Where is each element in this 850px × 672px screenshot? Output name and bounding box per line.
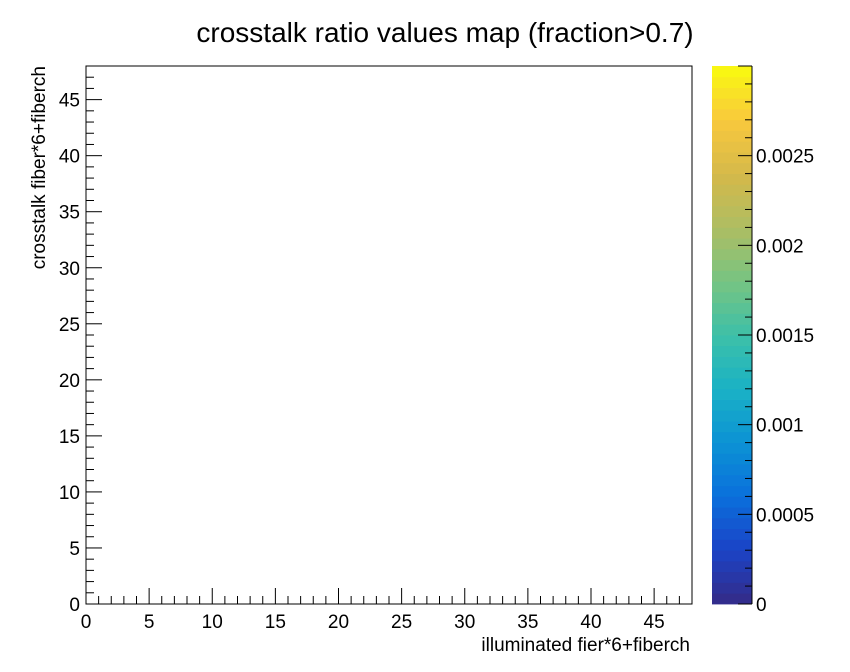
x-tick-label: 15	[265, 612, 286, 633]
color-scale-tick-label: 0.0015	[756, 326, 814, 347]
color-scale-step	[712, 162, 752, 174]
color-scale-step	[712, 517, 752, 530]
color-scale-step	[712, 378, 752, 390]
y-tick-label: 15	[59, 427, 80, 448]
color-scale-step	[712, 173, 752, 185]
color-scale-tick-label: 0.002	[756, 236, 804, 257]
y-axis: 0 5 10 15 20 25 30 35 40 45	[59, 65, 102, 616]
color-scale-tick-label: 0.0025	[756, 147, 814, 168]
color-scale-step	[712, 184, 752, 196]
y-tick-label: 25	[59, 315, 80, 336]
color-scale-step	[712, 195, 752, 207]
color-scale-step	[712, 227, 752, 239]
y-tick-label: 0	[69, 595, 80, 616]
x-tick-label: 45	[644, 612, 665, 633]
color-scale-step	[712, 238, 752, 250]
color-scale-step	[712, 485, 752, 497]
color-scale-step	[712, 539, 752, 551]
color-scale-tick-label: 0.001	[756, 416, 804, 437]
color-scale-step	[712, 248, 752, 261]
y-tick-label: 20	[59, 371, 80, 392]
color-scale-step	[712, 399, 752, 411]
color-scale-step	[712, 453, 752, 465]
color-scale-tick-label: 0.0005	[756, 505, 814, 526]
y-tick-label: 30	[59, 259, 80, 280]
color-scale-step	[712, 141, 752, 153]
color-scale-step	[712, 431, 752, 443]
color-scale-step	[712, 130, 752, 142]
color-scale-step	[712, 410, 752, 422]
chart-title: crosstalk ratio values map (fraction>0.7…	[196, 17, 693, 48]
x-tick-label: 25	[391, 612, 412, 633]
y-tick-label: 5	[69, 539, 80, 560]
color-scale-step	[712, 367, 752, 379]
color-scale-step	[712, 302, 752, 314]
x-tick-label: 30	[454, 612, 475, 633]
color-scale-step	[712, 98, 752, 110]
color-scale-tick-label: 0	[756, 595, 767, 616]
x-tick-label: 10	[202, 612, 223, 633]
y-tick-label: 40	[59, 147, 80, 168]
x-tick-label: 5	[144, 612, 155, 633]
color-scale-step	[712, 442, 752, 454]
color-scale-step	[712, 528, 752, 540]
color-scale-step	[712, 507, 752, 519]
color-scale-bar	[712, 66, 752, 605]
color-scale-step	[712, 474, 752, 487]
x-axis-label: illuminated fier*6+fiberch	[481, 635, 690, 656]
color-scale-step	[712, 119, 752, 131]
color-scale-step	[712, 571, 752, 583]
x-tick-label: 35	[517, 612, 538, 633]
color-scale-step	[712, 216, 752, 228]
color-scale-step	[712, 388, 752, 400]
color-scale-step	[712, 109, 752, 121]
color-scale-step	[712, 550, 752, 562]
color-scale-step	[712, 270, 752, 282]
color-scale-step	[712, 87, 752, 99]
color-scale-step	[712, 313, 752, 325]
color-scale-step	[712, 496, 752, 508]
color-scale-step	[712, 335, 752, 347]
color-scale-step	[712, 345, 752, 357]
color-scale-step	[712, 281, 752, 293]
color-scale-step	[712, 205, 752, 218]
color-scale-step	[712, 464, 752, 476]
y-axis-label: crosstalk fiber*6+fiberch	[29, 66, 50, 269]
x-tick-label: 20	[328, 612, 349, 633]
color-scale-step	[712, 152, 752, 164]
color-scale-step	[712, 421, 752, 433]
y-tick-label: 45	[59, 91, 80, 112]
color-scale-step	[712, 593, 752, 605]
y-tick-label: 35	[59, 203, 80, 224]
x-axis: 0 5 10 15 20 25 30 35 40 45	[81, 588, 693, 633]
color-scale-step	[712, 66, 752, 78]
x-tick-label: 0	[81, 612, 92, 633]
color-scale-step	[712, 560, 752, 573]
y-tick-label: 10	[59, 483, 80, 504]
x-tick-label: 40	[580, 612, 601, 633]
color-scale-step	[712, 76, 752, 88]
color-scale-step	[712, 324, 752, 336]
color-scale-ticks: 0 0.0005 0.001 0.0015 0.002 0.0025	[738, 65, 814, 616]
plot-frame	[85, 65, 693, 605]
color-scale-step	[712, 356, 752, 368]
color-scale-step	[712, 291, 752, 304]
color-scale-step	[712, 582, 752, 594]
color-scale-step	[712, 259, 752, 271]
